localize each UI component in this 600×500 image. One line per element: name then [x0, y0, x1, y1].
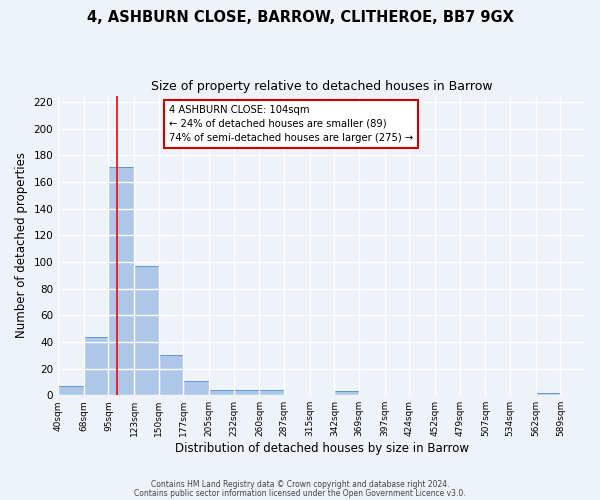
Text: Contains public sector information licensed under the Open Government Licence v3: Contains public sector information licen…	[134, 488, 466, 498]
Bar	[58, 386, 84, 395]
Text: 4, ASHBURN CLOSE, BARROW, CLITHEROE, BB7 9GX: 4, ASHBURN CLOSE, BARROW, CLITHEROE, BB7…	[86, 10, 514, 25]
Bar	[134, 266, 159, 395]
X-axis label: Distribution of detached houses by size in Barrow: Distribution of detached houses by size …	[175, 442, 469, 455]
Text: 4 ASHBURN CLOSE: 104sqm
← 24% of detached houses are smaller (89)
74% of semi-de: 4 ASHBURN CLOSE: 104sqm ← 24% of detache…	[169, 104, 413, 142]
Bar	[209, 390, 234, 395]
Bar	[159, 356, 184, 395]
Bar	[334, 391, 359, 395]
Text: Contains HM Land Registry data © Crown copyright and database right 2024.: Contains HM Land Registry data © Crown c…	[151, 480, 449, 489]
Title: Size of property relative to detached houses in Barrow: Size of property relative to detached ho…	[151, 80, 493, 93]
Y-axis label: Number of detached properties: Number of detached properties	[15, 152, 28, 338]
Bar	[109, 168, 134, 395]
Bar	[84, 336, 109, 395]
Bar	[234, 390, 259, 395]
Bar	[536, 392, 560, 395]
Bar	[184, 380, 209, 395]
Bar	[259, 390, 284, 395]
